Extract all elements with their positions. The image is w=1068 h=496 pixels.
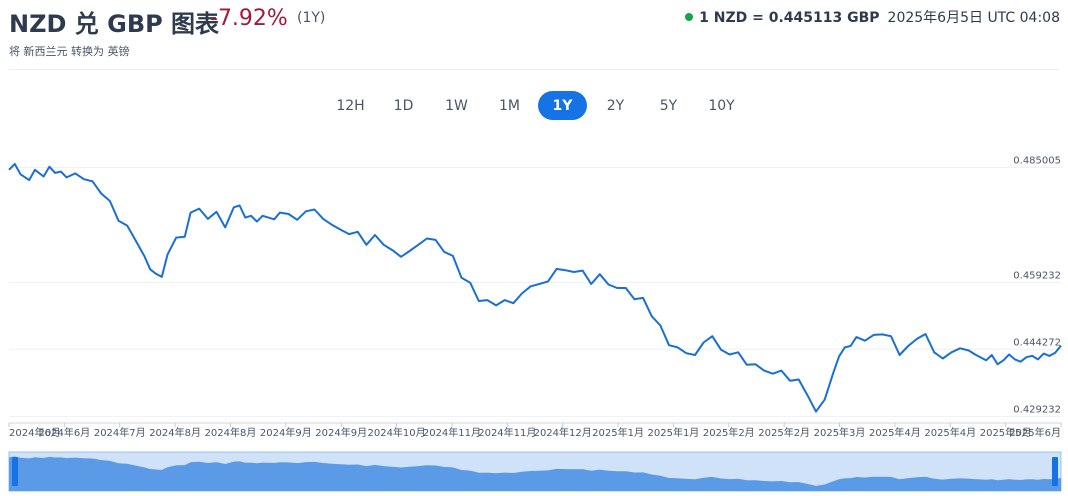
navigator-left-handle[interactable]	[12, 457, 18, 486]
tab-2y[interactable]: 2Y	[606, 97, 625, 114]
x-tick-label: 2024年8月	[149, 426, 201, 439]
divider	[9, 69, 1059, 70]
x-tick-label: 2024年9月	[315, 426, 367, 439]
x-tick-label: 2025年4月	[924, 426, 976, 439]
x-tick-label: 2024年7月	[94, 426, 146, 439]
x-tick-label: 2024年9月	[260, 426, 312, 439]
x-tick-label: 2025年6月	[1009, 426, 1061, 439]
x-tick-label: 2025年2月	[703, 426, 755, 439]
y-tick-label: 0.444272	[1013, 337, 1061, 348]
live-status-icon	[685, 13, 694, 21]
x-tick-label: 2025年1月	[648, 426, 700, 439]
timestamp: 2025年6月5日 UTC 04:08	[887, 10, 1060, 26]
x-tick-label: 2024年8月	[205, 426, 257, 439]
tab-1d[interactable]: 1D	[393, 97, 414, 114]
x-tick-label: 2024年11月	[478, 426, 536, 439]
page-title: NZD 兑 GBP 图表	[9, 10, 220, 38]
period-label: (1Y)	[297, 10, 326, 26]
x-tick-label: 2025年4月	[869, 426, 921, 439]
x-tick-label: 2025年1月	[592, 426, 644, 439]
tab-5y[interactable]: 5Y	[659, 97, 678, 114]
subtitle: 将 新西兰元 转换为 英镑	[9, 45, 130, 58]
x-tick-label: 2024年6月	[38, 426, 90, 439]
x-tick-label: 2024年12月	[534, 426, 592, 439]
change-percent: -7.92%	[210, 6, 288, 31]
navigator-right-handle[interactable]	[1052, 457, 1058, 486]
tab-12h[interactable]: 12H	[336, 97, 365, 114]
y-tick-label: 0.459232	[1013, 271, 1061, 282]
y-tick-label: 0.485005	[1013, 156, 1061, 167]
x-tick-label: 2024年10月	[367, 426, 425, 439]
exchange-rate: 1 NZD = 0.445113 GBP 2025年6月5日 UTC 04:08	[685, 7, 1060, 27]
x-tick-label: 2025年2月	[758, 426, 810, 439]
tab-10y[interactable]: 10Y	[708, 97, 735, 114]
tab-1m[interactable]: 1M	[499, 97, 520, 114]
x-tick-label: 2025年5月	[980, 426, 1032, 439]
navigator-area	[9, 456, 1061, 491]
x-tick-label: 2025年3月	[814, 426, 866, 439]
series-line	[8, 163, 1062, 413]
x-tick-label: 2024年11月	[423, 426, 481, 439]
tab-1y[interactable]: 1Y	[538, 91, 587, 120]
x-tick-label: 2024年6月	[9, 426, 61, 439]
rate-value: 1 NZD = 0.445113 GBP	[699, 10, 880, 26]
y-tick-label: 0.429232	[1013, 404, 1061, 415]
tab-1w[interactable]: 1W	[445, 97, 468, 114]
timeframe-tabs: 12H 1D 1W 1M 1Y 2Y 5Y 10Y	[326, 91, 746, 120]
